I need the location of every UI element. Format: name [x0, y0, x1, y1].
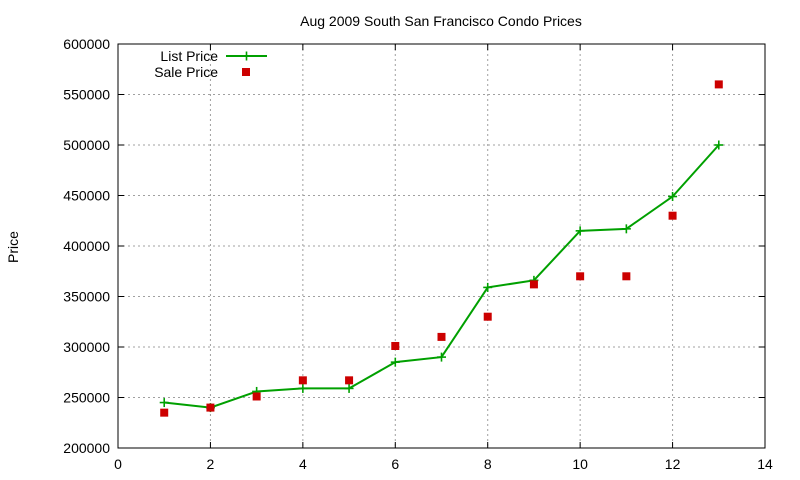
y-tick-label: 600000 — [63, 36, 110, 52]
x-tick-label: 8 — [484, 456, 492, 472]
list-price-point — [575, 226, 585, 236]
sale-price-point — [252, 392, 261, 401]
sale-price-point — [206, 403, 215, 412]
list-price-point — [714, 140, 724, 150]
sale-price-point — [529, 280, 538, 289]
y-tick-label: 350000 — [63, 289, 110, 305]
y-tick-label: 200000 — [63, 440, 110, 456]
list-price-point — [668, 192, 678, 202]
list-price-point — [483, 282, 493, 292]
chart-title: Aug 2009 South San Francisco Condo Price… — [300, 13, 582, 29]
sale-price-point — [576, 272, 585, 281]
x-tick-label: 14 — [757, 456, 773, 472]
y-tick-label: 500000 — [63, 137, 110, 153]
y-tick-label: 400000 — [63, 238, 110, 254]
series-sale-price — [160, 80, 723, 417]
legend-marker — [242, 51, 251, 61]
grid-lines — [118, 44, 765, 448]
sale-price-point — [622, 272, 631, 281]
x-tick-label: 2 — [207, 456, 215, 472]
sale-price-point — [391, 341, 400, 350]
y-axis-label: Price — [5, 231, 21, 263]
legend-label: List Price — [160, 48, 218, 64]
x-tick-label: 12 — [665, 456, 681, 472]
list-price-line — [164, 144, 720, 409]
sale-price-point — [714, 80, 723, 89]
axis-ticks: 0 2 4 6 8 10 12 14 200000 250000 300000 350000 40000… — [63, 36, 773, 472]
sale-price-point — [668, 211, 677, 220]
sale-price-point — [298, 376, 307, 385]
list-price-point — [437, 352, 446, 362]
list-price-point — [621, 224, 631, 234]
sale-price-point — [160, 408, 169, 417]
list-price-point — [390, 357, 400, 367]
x-tick-label: 4 — [299, 456, 307, 472]
plot-frame — [117, 43, 766, 449]
y-tick-label: 450000 — [63, 188, 110, 204]
x-tick-label: 0 — [114, 456, 122, 472]
series-layer — [159, 80, 724, 417]
series-list-price — [159, 140, 724, 413]
x-tick-label: 10 — [572, 456, 588, 472]
legend-marker — [242, 68, 250, 76]
sale-price-point — [345, 376, 354, 385]
y-tick-label: 550000 — [63, 87, 110, 103]
sale-price-point — [483, 312, 492, 321]
list-price-point — [159, 398, 169, 408]
y-tick-label: 250000 — [63, 390, 110, 406]
y-tick-label: 300000 — [63, 339, 110, 355]
sale-price-point — [437, 332, 446, 341]
list-price-point — [298, 383, 308, 393]
list-price-point — [344, 383, 354, 393]
legend-label: Sale Price — [154, 64, 218, 80]
x-tick-label: 6 — [391, 456, 399, 472]
